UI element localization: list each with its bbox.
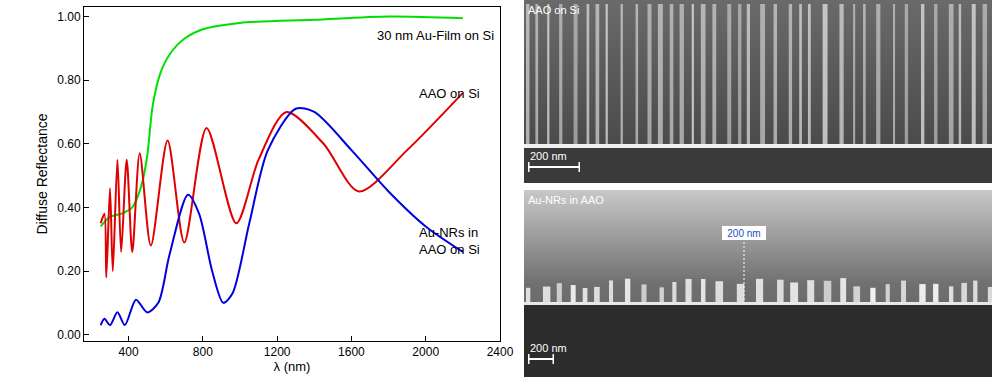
svg-text:AAO on Si: AAO on Si	[419, 86, 480, 101]
svg-text:0.00: 0.00	[57, 328, 81, 342]
svg-text:30 nm Au-Film on Si: 30 nm Au-Film on Si	[377, 28, 494, 43]
svg-text:Au-NRs in AAO: Au-NRs in AAO	[528, 194, 604, 206]
svg-text:0.80: 0.80	[57, 73, 81, 87]
svg-text:2000: 2000	[412, 345, 439, 359]
svg-text:Diffuse Reflectance: Diffuse Reflectance	[34, 113, 50, 234]
svg-text:200 nm: 200 nm	[530, 342, 567, 354]
svg-text:2400: 2400	[487, 345, 514, 359]
svg-text:0.40: 0.40	[57, 201, 81, 215]
svg-text:1600: 1600	[338, 345, 365, 359]
svg-text:0.60: 0.60	[57, 137, 81, 151]
svg-text:1.00: 1.00	[57, 10, 81, 24]
svg-text:0.20: 0.20	[57, 264, 81, 278]
svg-text:Au-NRs inAAO on Si: Au-NRs inAAO on Si	[419, 225, 480, 257]
svg-text:400: 400	[119, 345, 139, 359]
svg-text:AAO on Si: AAO on Si	[528, 4, 579, 16]
svg-text:800: 800	[193, 345, 213, 359]
svg-text:λ (nm): λ (nm)	[274, 359, 311, 374]
svg-text:200 nm: 200 nm	[727, 228, 760, 239]
svg-text:200 nm: 200 nm	[530, 150, 567, 162]
svg-text:1200: 1200	[264, 345, 291, 359]
